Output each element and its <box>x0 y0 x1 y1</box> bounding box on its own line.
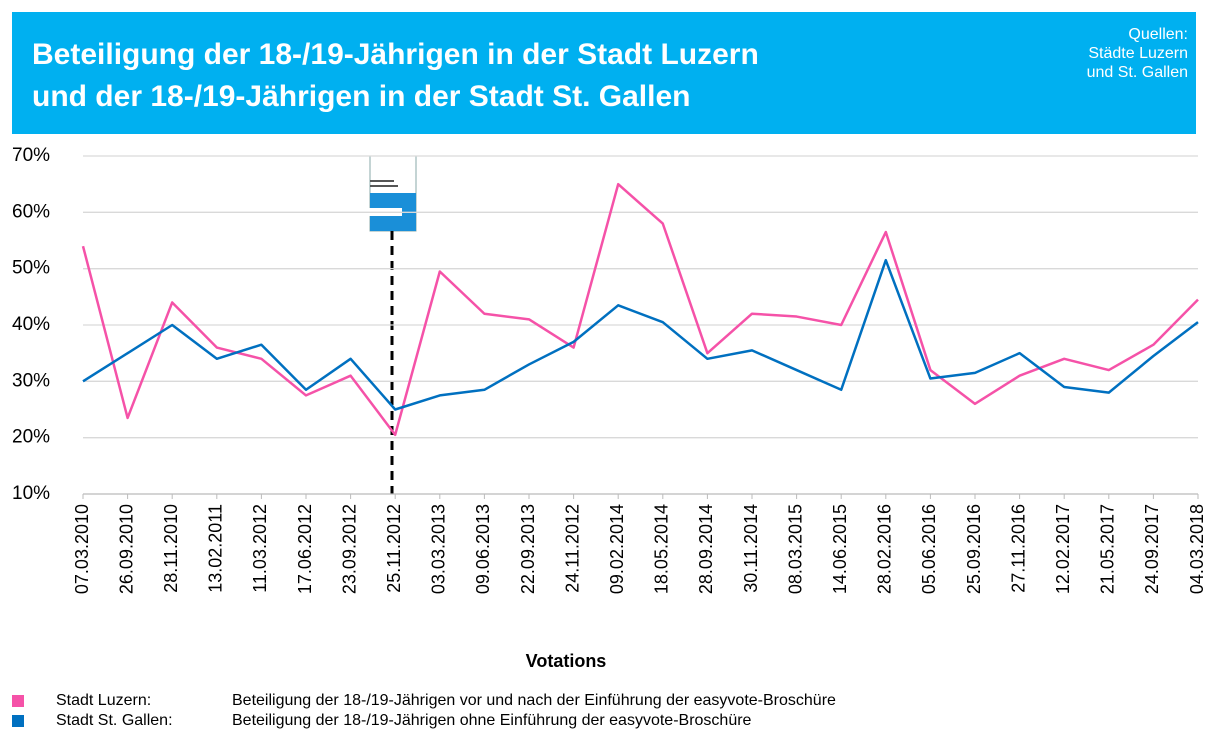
x-tick-label: 28.09.2014 <box>696 504 716 594</box>
chart-title: und der 18-/19-Jährigen in der Stadt St.… <box>32 80 690 113</box>
legend-description: Beteiligung der 18-/19-Jährigen ohne Ein… <box>232 712 752 729</box>
x-tick-label: 23.09.2012 <box>339 504 359 594</box>
header-band <box>12 12 1196 134</box>
x-tick-label: 14.06.2015 <box>830 504 850 594</box>
y-tick-label: 40% <box>12 314 50 335</box>
grid <box>83 156 1198 494</box>
x-tick-label: 25.11.2012 <box>384 504 404 593</box>
legend-name: Stadt Luzern: <box>56 692 151 709</box>
x-tick-label: 09.02.2014 <box>607 504 627 594</box>
source: Städte Luzern <box>1088 45 1188 62</box>
x-tick-label: 05.06.2016 <box>919 504 939 594</box>
y-tick-label: 50% <box>12 258 50 279</box>
series-line <box>83 184 1198 435</box>
legend-description: Beteiligung der 18-/19-Jährigen vor und … <box>232 692 836 709</box>
y-tick-label: 60% <box>12 201 50 222</box>
x-tick-label: 21.05.2017 <box>1098 504 1118 594</box>
legend-swatch <box>12 695 24 707</box>
x-tick-label: 11.03.2012 <box>250 504 270 593</box>
chart-title: Beteiligung der 18-/19-Jährigen in der S… <box>32 38 759 71</box>
y-tick-label: 30% <box>12 370 50 391</box>
brochure-icon <box>368 156 416 231</box>
x-tick-label: 13.02.2011 <box>206 504 226 593</box>
chart: Beteiligung der 18-/19-Jährigen in der S… <box>0 0 1208 738</box>
x-tick-label: 03.03.2013 <box>429 504 449 594</box>
y-tick-label: 10% <box>12 483 50 504</box>
x-tick-label: 07.03.2010 <box>72 504 92 594</box>
x-axis-label: Votations <box>526 651 607 671</box>
x-tick-label: 28.11.2010 <box>161 504 181 593</box>
y-tick-label: 20% <box>12 427 50 448</box>
x-tick-label: 28.02.2016 <box>875 504 895 594</box>
y-tick-label: 70% <box>12 145 50 166</box>
x-tick-label: 30.11.2014 <box>741 504 761 593</box>
legend-swatch <box>12 715 24 727</box>
x-tick-label: 18.05.2014 <box>652 504 672 594</box>
x-tick-label: 12.02.2017 <box>1053 504 1073 594</box>
x-tick-label: 08.03.2015 <box>785 504 805 594</box>
x-tick-label: 09.06.2013 <box>473 504 493 594</box>
x-tick-label: 25.09.2016 <box>964 504 984 594</box>
source: Quellen: <box>1128 26 1188 43</box>
x-tick-label: 24.11.2012 <box>562 504 582 593</box>
x-tick-label: 04.03.2018 <box>1187 504 1207 594</box>
x-tick-label: 22.09.2013 <box>518 504 538 594</box>
series-line <box>83 260 1198 409</box>
x-tick-label: 17.06.2012 <box>295 504 315 594</box>
legend-name: Stadt St. Gallen: <box>56 712 173 729</box>
x-tick-label: 24.09.2017 <box>1142 504 1162 594</box>
x-tick-label: 27.11.2016 <box>1008 504 1028 593</box>
x-tick-label: 26.09.2010 <box>116 504 136 594</box>
source: und St. Gallen <box>1087 64 1188 81</box>
